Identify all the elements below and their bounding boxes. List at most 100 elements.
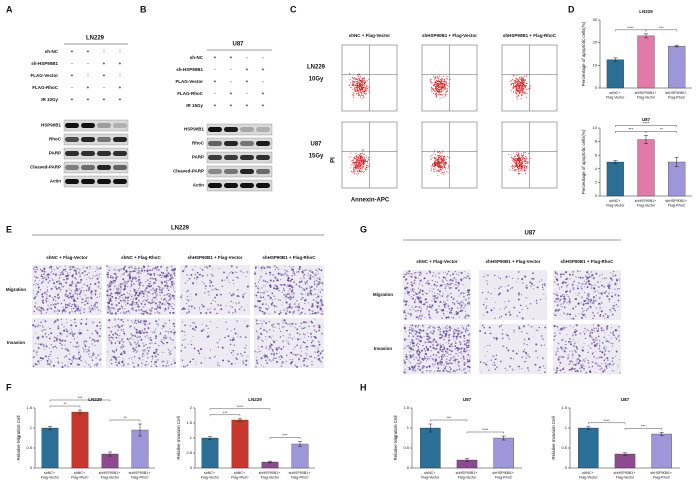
cell xyxy=(57,360,60,363)
flow-dot xyxy=(516,85,518,87)
cell xyxy=(595,272,598,275)
flow-dot xyxy=(519,158,521,159)
cell xyxy=(114,281,116,283)
cell xyxy=(457,286,459,288)
cell xyxy=(293,281,295,284)
cell xyxy=(194,326,197,329)
cell xyxy=(155,279,157,282)
cell xyxy=(263,267,266,270)
flow-dot xyxy=(362,81,364,83)
flow-dot xyxy=(431,89,433,91)
band-label: RhoC xyxy=(192,141,205,146)
flow-dot xyxy=(437,164,439,166)
cell xyxy=(277,299,280,301)
cell xyxy=(277,346,280,350)
cell xyxy=(447,316,450,319)
cell xyxy=(264,280,267,283)
cell xyxy=(151,301,154,304)
cell xyxy=(136,322,138,324)
cell xyxy=(460,310,462,313)
cell xyxy=(294,322,297,325)
cell xyxy=(410,315,412,317)
cell xyxy=(572,288,575,291)
cell xyxy=(83,301,85,303)
cell xyxy=(282,346,285,348)
flow-dot xyxy=(520,161,522,163)
cell xyxy=(194,329,196,331)
cell xyxy=(409,273,411,275)
cell xyxy=(435,300,437,303)
cell xyxy=(286,293,289,296)
flow-dot xyxy=(363,97,365,99)
cell xyxy=(269,343,272,345)
flow-dot xyxy=(515,90,517,92)
cell xyxy=(153,361,156,364)
flow-dot xyxy=(442,166,444,168)
flow-dot xyxy=(357,75,359,77)
flow-dot xyxy=(431,81,433,83)
cell xyxy=(300,344,302,347)
cell xyxy=(40,275,43,278)
cell xyxy=(452,316,455,319)
flow-dot xyxy=(442,167,443,169)
flow-dot xyxy=(518,90,520,92)
cell xyxy=(133,309,135,311)
cell xyxy=(300,280,303,283)
cell xyxy=(413,288,415,291)
cell xyxy=(170,330,173,333)
cell xyxy=(468,277,471,280)
flow-dot xyxy=(523,159,525,161)
flow-dot xyxy=(434,162,436,164)
cell xyxy=(122,299,125,302)
cell xyxy=(132,283,135,285)
cell xyxy=(88,308,91,310)
cell xyxy=(557,309,560,312)
cell xyxy=(119,282,122,285)
cell xyxy=(147,324,149,326)
cell xyxy=(580,312,583,315)
cell xyxy=(261,265,264,268)
cell xyxy=(257,337,259,340)
flow-dot xyxy=(443,81,445,83)
cell xyxy=(260,306,263,309)
cell xyxy=(183,346,187,349)
cell xyxy=(606,316,609,319)
cell xyxy=(58,276,61,279)
cell xyxy=(167,309,169,311)
cell xyxy=(145,281,147,283)
cell xyxy=(94,282,97,285)
cell xyxy=(51,268,53,270)
cell xyxy=(65,281,68,284)
cell xyxy=(234,332,237,335)
cell xyxy=(74,292,76,294)
cell xyxy=(140,312,143,315)
cell xyxy=(452,298,455,301)
cell xyxy=(46,361,48,363)
cell xyxy=(42,277,44,280)
cell xyxy=(91,304,93,307)
blot-band xyxy=(256,155,270,160)
flow-dot xyxy=(360,153,362,155)
blot-band xyxy=(65,165,79,170)
cell xyxy=(414,310,417,312)
cell xyxy=(74,321,76,324)
cell xyxy=(292,294,294,296)
cell xyxy=(268,295,270,297)
flow-dot xyxy=(434,93,436,95)
blot-band xyxy=(65,151,79,156)
cell xyxy=(305,268,308,271)
flow-dot xyxy=(448,83,450,85)
cell xyxy=(172,288,175,290)
cell xyxy=(531,283,533,285)
cell xyxy=(173,273,176,276)
cell xyxy=(291,278,293,281)
cell xyxy=(151,331,154,334)
cell xyxy=(57,325,60,328)
cell xyxy=(66,277,68,280)
cell xyxy=(566,277,568,280)
cell xyxy=(583,280,585,282)
cell xyxy=(458,290,460,292)
cell xyxy=(158,275,160,277)
flow-dot xyxy=(525,173,527,175)
cell xyxy=(109,330,112,332)
